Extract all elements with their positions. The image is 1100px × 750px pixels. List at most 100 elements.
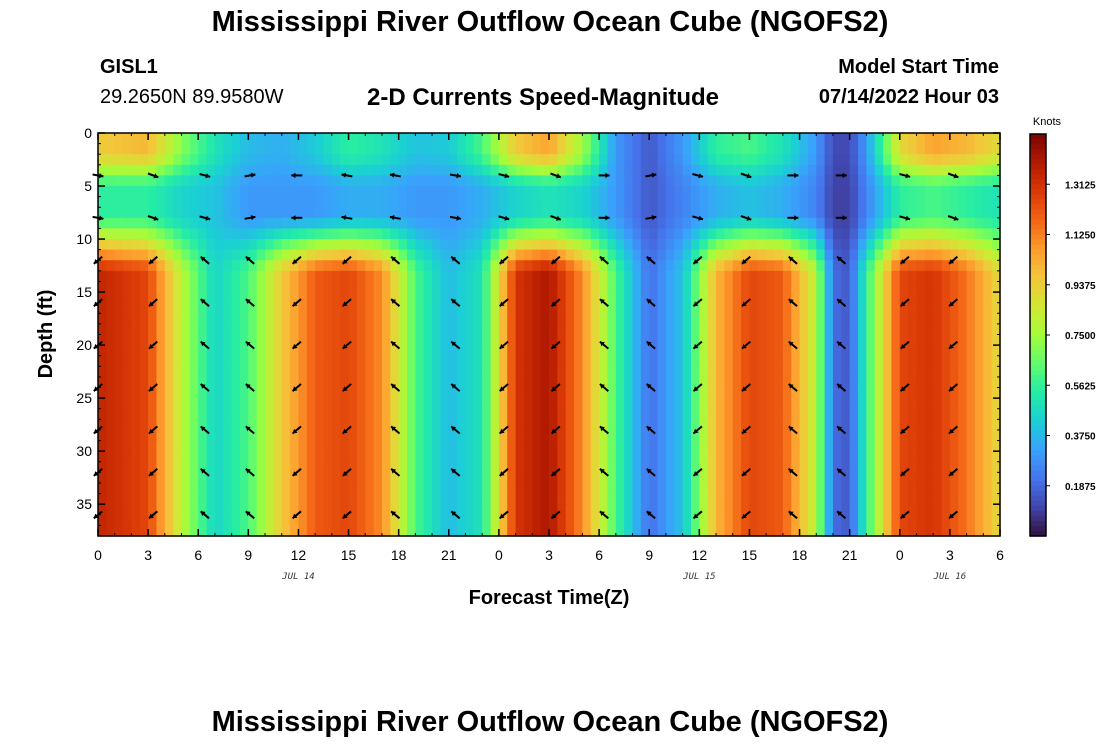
heatmap-cell xyxy=(323,387,333,399)
heatmap-cell xyxy=(766,482,776,495)
date-label: JUL 15 xyxy=(682,572,716,582)
heatmap-cell xyxy=(866,313,876,325)
heatmap-cell xyxy=(807,281,817,293)
current-arrow xyxy=(788,510,798,520)
heatmap-cell xyxy=(398,186,408,198)
heatmap-cell xyxy=(682,133,692,145)
heatmap-cell xyxy=(214,440,224,452)
heatmap-cell xyxy=(457,514,467,526)
heatmap-cell xyxy=(331,376,341,389)
heatmap-cell xyxy=(423,387,433,399)
heatmap-cell xyxy=(757,228,767,240)
heatmap-cell xyxy=(649,302,659,314)
heatmap-cell xyxy=(306,239,316,251)
heatmap-cell xyxy=(690,514,700,526)
heatmap-cell xyxy=(791,387,801,399)
heatmap-cell xyxy=(281,154,291,166)
heatmap-cell xyxy=(799,376,809,389)
heatmap-cell xyxy=(181,376,191,389)
heatmap-cell xyxy=(432,376,442,389)
heatmap-cell xyxy=(323,323,333,336)
heatmap-cell xyxy=(624,323,634,336)
heatmap-cell xyxy=(549,228,558,240)
heatmap-cell xyxy=(148,175,158,187)
heatmap-cell xyxy=(131,154,141,166)
heatmap-cell xyxy=(632,440,642,452)
colorbar-segment xyxy=(1030,415,1046,422)
heatmap-cell xyxy=(231,313,241,325)
colorbar-tick-label: 1.3125 xyxy=(1065,180,1096,191)
heatmap-cell xyxy=(724,217,734,230)
heatmap-cell xyxy=(657,292,667,304)
heatmap-cell xyxy=(690,440,700,452)
heatmap-cell xyxy=(206,514,216,526)
heatmap-cell xyxy=(248,334,258,346)
heatmap-cell xyxy=(281,334,291,346)
heatmap-cell xyxy=(348,504,358,516)
heatmap-cell xyxy=(398,355,408,367)
heatmap-cell xyxy=(331,133,341,145)
heatmap-cell xyxy=(933,260,943,272)
heatmap-cell xyxy=(757,292,767,304)
heatmap-cell xyxy=(423,164,433,177)
heatmap-cell xyxy=(265,292,274,304)
heatmap-cell xyxy=(498,440,508,452)
heatmap-cell xyxy=(181,164,191,177)
heatmap-cell xyxy=(231,239,241,251)
heatmap-cell xyxy=(482,429,492,442)
heatmap-cell xyxy=(131,164,141,177)
heatmap-cell xyxy=(239,461,249,473)
heatmap-cell xyxy=(465,472,475,484)
heatmap-cell xyxy=(649,482,659,495)
heatmap-cell xyxy=(774,239,784,251)
heatmap-cell xyxy=(983,302,993,314)
heatmap-cell xyxy=(340,164,350,177)
heatmap-cell xyxy=(749,451,759,463)
heatmap-cell xyxy=(181,504,191,516)
heatmap-cell xyxy=(365,175,375,187)
heatmap-cell xyxy=(774,429,784,442)
heatmap-cell xyxy=(590,143,600,155)
heatmap-cell xyxy=(983,493,993,505)
heatmap-cell xyxy=(348,366,358,378)
heatmap-cell xyxy=(699,482,709,495)
colorbar-segment xyxy=(1030,385,1046,391)
heatmap-cell xyxy=(933,334,943,346)
heatmap-cell xyxy=(457,472,467,484)
heatmap-cell xyxy=(281,472,291,484)
heatmap-cell xyxy=(590,429,600,442)
heatmap-cell xyxy=(941,366,951,378)
heatmap-cell xyxy=(365,482,375,495)
heatmap-cell xyxy=(498,355,508,367)
heatmap-cell xyxy=(365,186,375,198)
heatmap-cell xyxy=(732,355,742,367)
heatmap-cell xyxy=(958,461,968,473)
heatmap-cell xyxy=(507,387,517,399)
heatmap-cell xyxy=(574,249,584,261)
heatmap-cell xyxy=(532,281,542,293)
heatmap-cell xyxy=(256,292,266,304)
heatmap-cell xyxy=(164,408,174,420)
heatmap-cell xyxy=(123,334,133,346)
heatmap-cell xyxy=(181,398,191,410)
heatmap-cell xyxy=(941,408,951,420)
heatmap-cell xyxy=(607,451,617,463)
heatmap-cell xyxy=(498,504,508,516)
heatmap-cell xyxy=(774,451,784,463)
heatmap-cell xyxy=(841,366,851,378)
heatmap-cell xyxy=(632,196,642,208)
heatmap-cell xyxy=(549,154,558,166)
heatmap-cell xyxy=(807,366,817,378)
heatmap-cell xyxy=(482,408,492,420)
y-tick-label: 5 xyxy=(84,178,92,194)
heatmap-cell xyxy=(131,440,141,452)
heatmap-cell xyxy=(306,334,316,346)
heatmap-cell xyxy=(298,376,308,389)
heatmap-cell xyxy=(640,249,650,261)
heatmap-cell xyxy=(724,186,734,198)
heatmap-cell xyxy=(974,525,984,537)
heatmap-cell xyxy=(665,493,675,505)
heatmap-cell xyxy=(749,154,759,166)
heatmap-cell xyxy=(265,302,274,314)
heatmap-cell xyxy=(933,376,943,389)
